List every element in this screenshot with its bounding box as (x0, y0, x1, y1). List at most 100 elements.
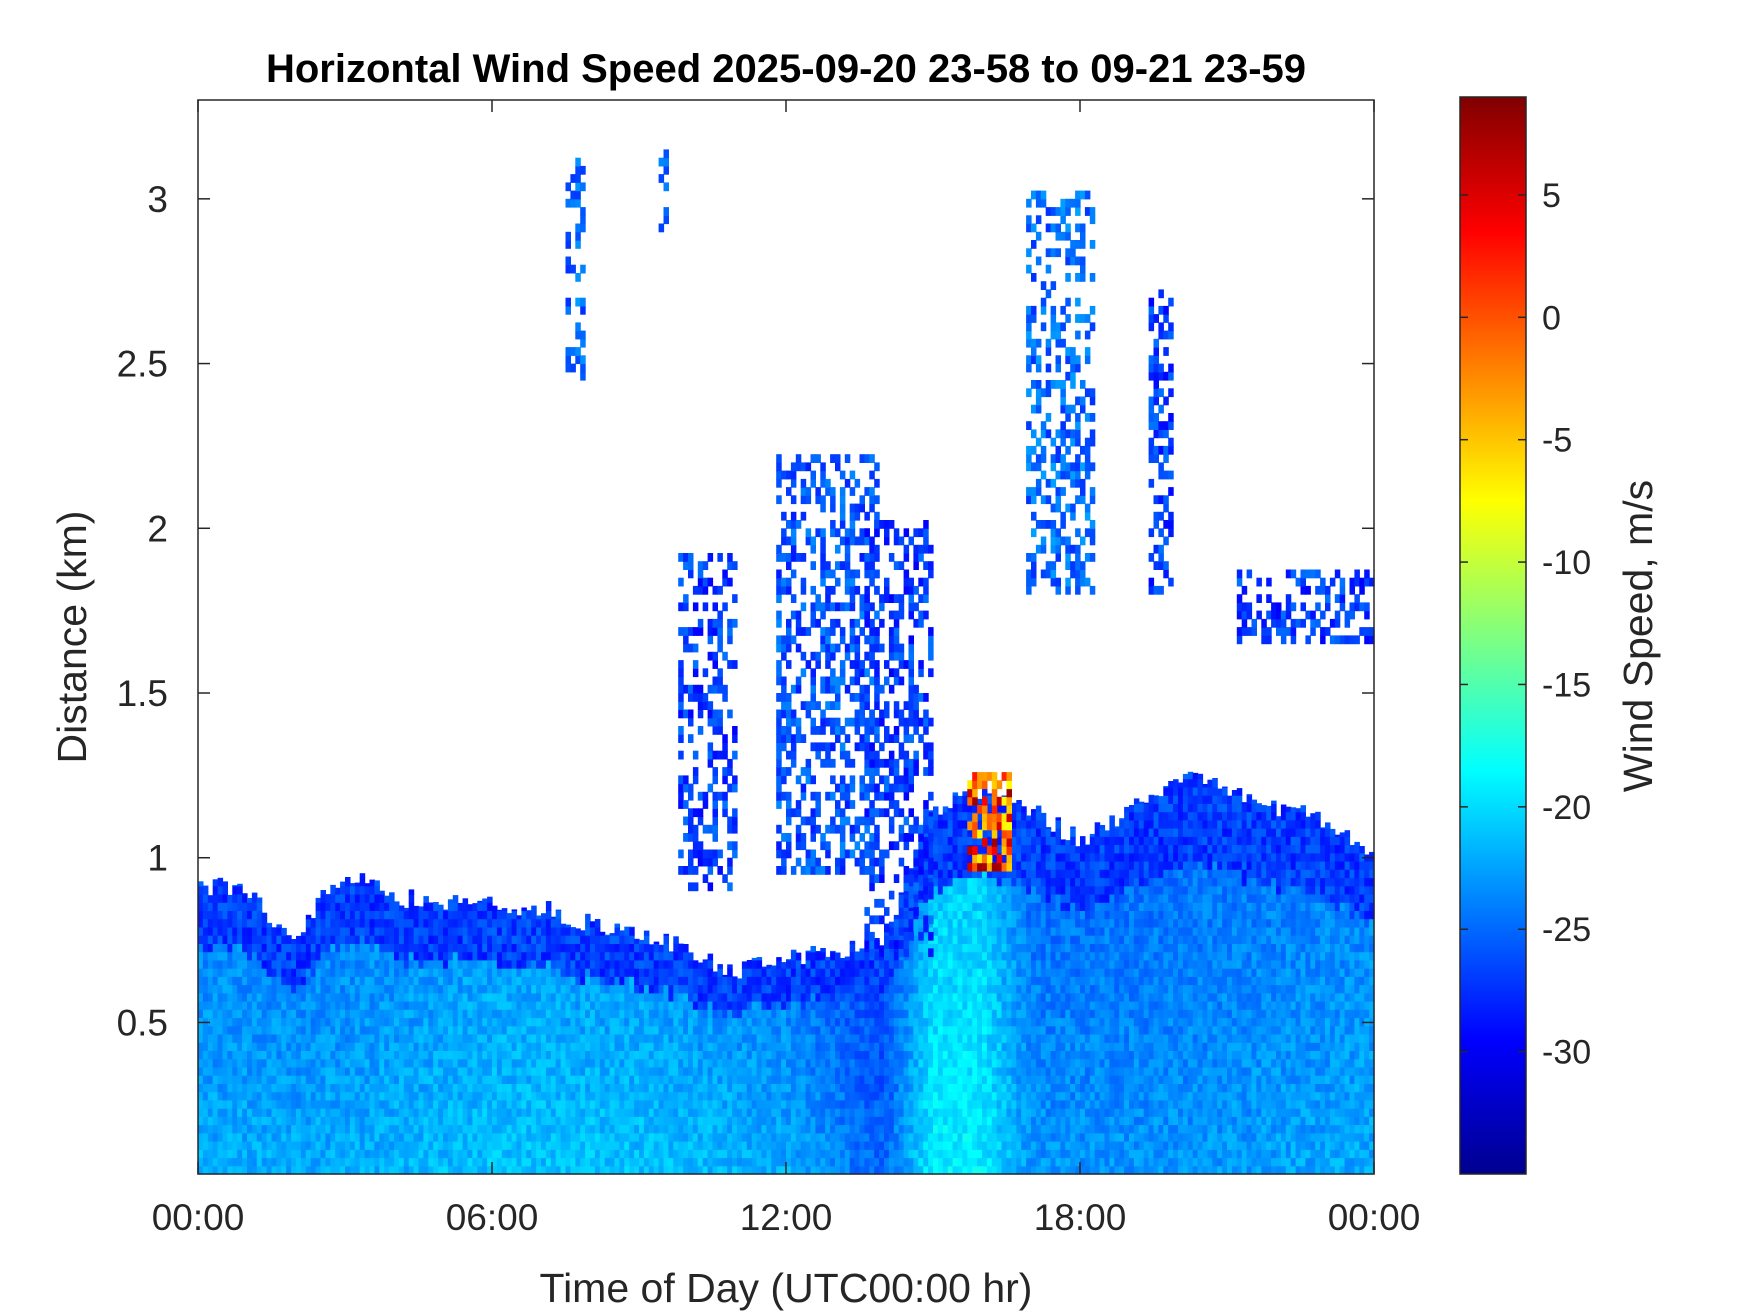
heatmap-cell (923, 1083, 929, 1093)
heatmap-cell (384, 984, 390, 994)
heatmap-cell (330, 885, 336, 895)
heatmap-cell (913, 1042, 919, 1051)
heatmap-cell (364, 1099, 371, 1109)
heatmap-cell (570, 1099, 576, 1109)
heatmap-cell (433, 984, 439, 994)
heatmap-cell (217, 918, 224, 928)
heatmap-cell (795, 952, 802, 961)
heatmap-cell (227, 1165, 233, 1175)
heatmap-cell (403, 1083, 410, 1093)
heatmap-cell (433, 951, 439, 961)
heatmap-cell (849, 1157, 856, 1167)
heatmap-cell (305, 968, 312, 977)
heatmap-cell (555, 1157, 562, 1167)
heatmap-cell (261, 1075, 268, 1084)
heatmap-cell (418, 1091, 424, 1101)
heatmap-cell (756, 1157, 763, 1167)
heatmap-cell (594, 1108, 601, 1117)
heatmap-cell (766, 1058, 772, 1068)
heatmap-cell (389, 951, 395, 961)
heatmap-cell (918, 992, 924, 1002)
heatmap-cell (555, 1091, 562, 1101)
heatmap-cell (697, 1108, 704, 1117)
heatmap-cell (560, 1042, 567, 1051)
heatmap-cell (330, 1017, 336, 1027)
heatmap-cell (825, 1091, 831, 1101)
heatmap-cell (506, 1083, 513, 1093)
heatmap-cell (815, 1050, 821, 1060)
heatmap-cell (482, 1042, 488, 1051)
heatmap-cell (624, 1001, 630, 1010)
heatmap-cell (457, 984, 464, 994)
heatmap-cell (835, 1009, 841, 1019)
heatmap-cell (800, 1141, 807, 1150)
heatmap-cell (389, 1091, 395, 1101)
heatmap-cell (751, 1009, 758, 1019)
heatmap-cell (251, 918, 258, 928)
heatmap-cell (447, 1050, 454, 1060)
heatmap-cell (354, 968, 361, 977)
heatmap-cell (541, 935, 547, 944)
heatmap-cell (212, 918, 219, 928)
heatmap-cell (359, 1017, 366, 1027)
heatmap-cell (898, 1075, 905, 1084)
heatmap-cell (653, 1165, 660, 1175)
heatmap-cell (452, 1075, 459, 1084)
heatmap-cell (908, 1108, 914, 1117)
heatmap-cell (403, 959, 410, 969)
heatmap-cell (599, 1009, 606, 1019)
heatmap-cell (217, 1009, 224, 1019)
heatmap-cell (668, 1001, 674, 1010)
heatmap-cell (590, 1116, 596, 1126)
heatmap-cell (384, 1042, 390, 1051)
heatmap-cell (908, 910, 914, 920)
heatmap-cell (879, 1108, 885, 1117)
heatmap-cell (359, 902, 366, 911)
heatmap-cell (359, 1124, 366, 1134)
heatmap-cell (305, 951, 312, 961)
heatmap-cell (913, 926, 919, 936)
heatmap-cell (717, 1132, 723, 1142)
heatmap-cell (884, 1083, 890, 1093)
heatmap-cell (379, 894, 385, 903)
heatmap-cell (511, 951, 518, 961)
heatmap-cell (286, 992, 292, 1002)
heatmap-cell (732, 1124, 738, 1134)
heatmap-cell (663, 1157, 669, 1167)
heatmap-cell (300, 968, 307, 977)
heatmap-cell (942, 836, 949, 846)
heatmap-cell (629, 1001, 635, 1010)
heatmap-cell (462, 1083, 469, 1093)
heatmap-cell (482, 992, 488, 1002)
heatmap-cell (609, 968, 616, 977)
heatmap-cell (457, 1083, 464, 1093)
heatmap-cell (795, 1017, 802, 1027)
heatmap-cell (521, 1034, 527, 1043)
heatmap-cell (496, 1017, 503, 1027)
heatmap-cell (717, 1034, 723, 1043)
heatmap-cell (874, 1165, 880, 1175)
heatmap-cell (531, 1141, 537, 1150)
heatmap-cell (526, 1001, 532, 1010)
heatmap-cell (276, 943, 282, 953)
heatmap-cell (325, 935, 331, 944)
heatmap-cell (511, 1017, 518, 1027)
heatmap-cell (634, 1116, 640, 1126)
heatmap-cell (315, 902, 322, 911)
heatmap-cell (438, 1058, 444, 1068)
heatmap-cell (477, 910, 483, 920)
heatmap-cell (585, 943, 591, 953)
heatmap-cell (859, 948, 865, 953)
heatmap-cell (937, 1099, 944, 1109)
heatmap-cell (418, 976, 424, 986)
heatmap-cell (379, 1083, 385, 1093)
heatmap-cell (227, 1025, 233, 1035)
heatmap-cell (516, 1083, 522, 1093)
heatmap-cell (212, 910, 219, 920)
heatmap-cell (565, 1066, 571, 1076)
heatmap-cell (349, 1116, 356, 1126)
heatmap-cell (673, 1116, 679, 1126)
heatmap-cell (531, 1108, 537, 1117)
heatmap-cell (516, 1042, 522, 1051)
heatmap-cell (408, 1009, 415, 1019)
